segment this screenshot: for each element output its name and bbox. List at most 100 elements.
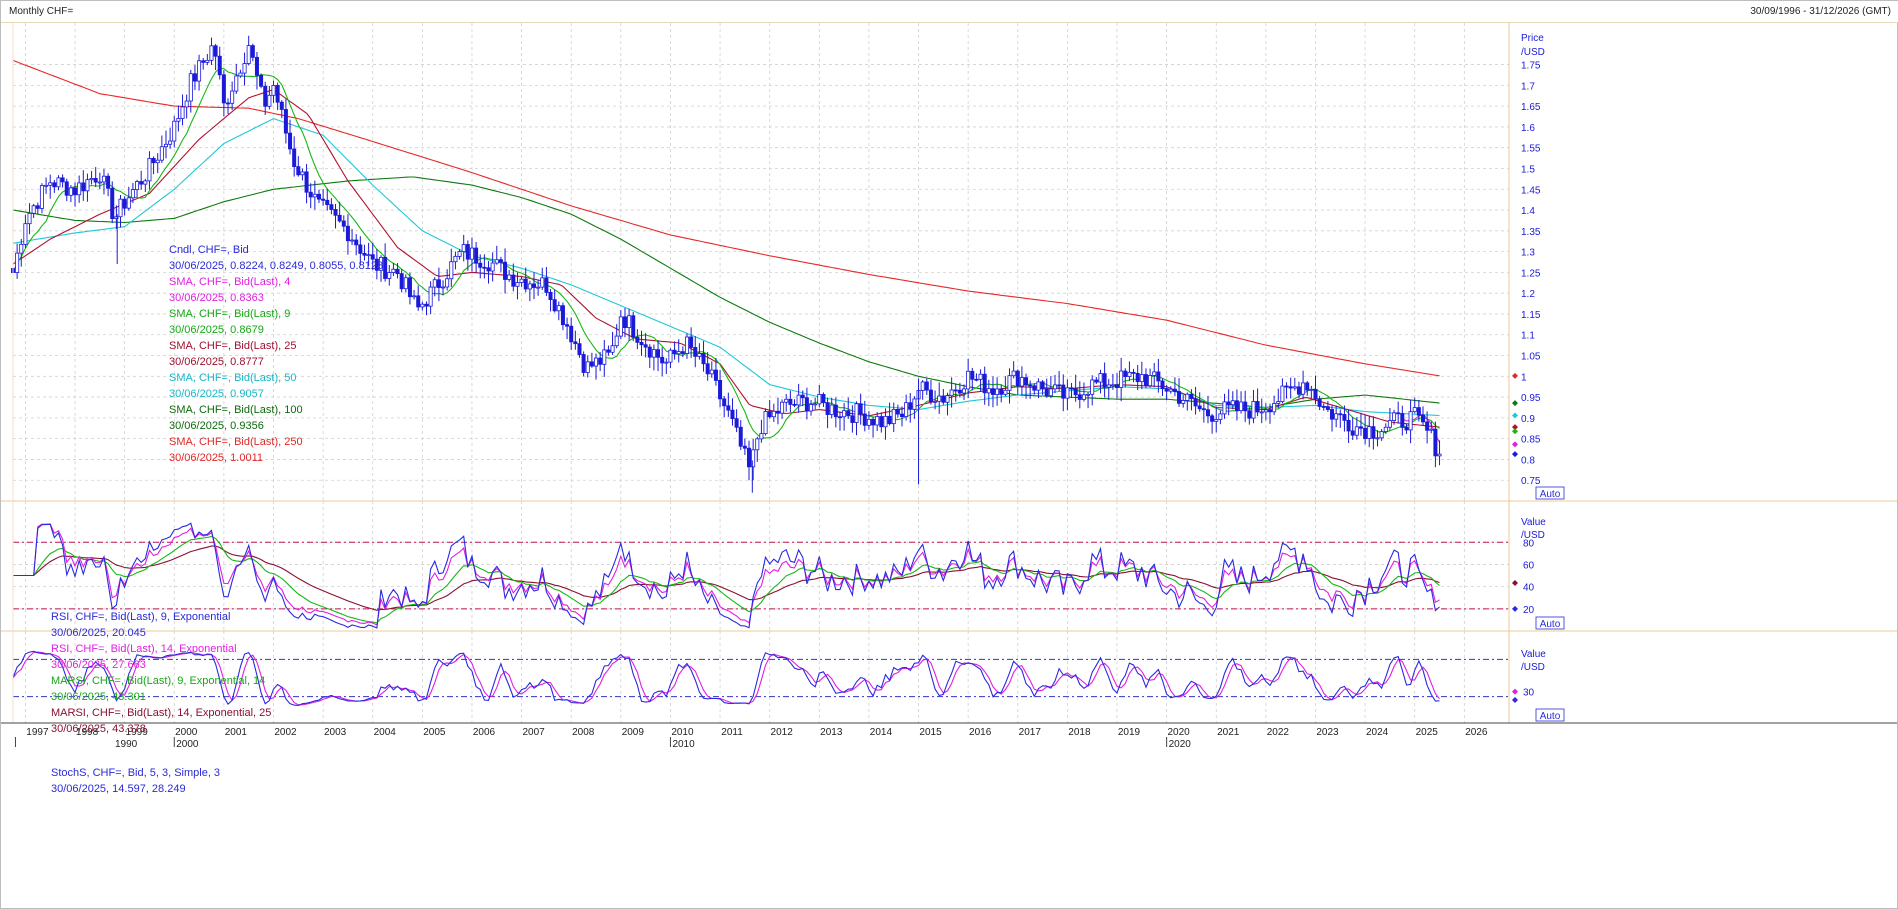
candle-body [1276,401,1281,404]
rsi-grid [13,501,1509,631]
value-marker [1512,441,1518,448]
candle-body [283,109,288,134]
candle-body [31,205,36,214]
candle-body [122,198,127,209]
candle-body [957,389,962,394]
candle-body [246,45,251,64]
legends: Cndl, CHF=, Bid 30/06/2025, 0.8224, 0.824… [51,244,383,795]
candle-body [978,373,983,380]
legend-value: 30/06/2025, 43.378 [51,723,146,735]
sma-9-line [12,67,1440,439]
value-marker [1512,428,1518,435]
auto-scale-button[interactable] [1535,486,1565,500]
legend-name: SMA, CHF=, Bid(Last), 100 [169,404,303,416]
price-tick-label: 1.1 [1521,331,1535,342]
candle-body [329,204,334,210]
candle-body [1214,419,1219,422]
candle-body [1086,393,1091,396]
candle-body [602,349,607,365]
candle-body [693,347,698,357]
year-label: 2006 [473,727,496,738]
chart-title: Monthly CHF= [9,6,74,17]
candle-body [254,56,259,76]
candle-body [350,239,355,242]
rsi-tick-label: 20 [1523,605,1535,616]
candle-body [515,282,520,287]
candle-body [875,416,880,426]
candle-body [379,256,384,271]
candle-body [1127,371,1132,377]
candle-body [1090,379,1095,395]
candle-body [1177,391,1182,404]
candle-body [474,247,479,264]
candle-body [201,60,206,63]
candle-body [701,353,706,365]
rsi-9-line [13,522,1440,629]
candle-body [614,335,619,347]
candle-body [27,212,32,225]
year-label: 1999 [126,727,149,738]
candle-body [288,132,293,150]
candle-body [962,388,967,394]
stoch-grid [13,631,1509,723]
candle-body [445,278,450,288]
candle-body [1052,384,1057,390]
candle-body [726,405,731,411]
auto-scale-button[interactable] [1535,708,1565,722]
candle-body [1358,426,1363,429]
auto-scale-label[interactable]: Auto [1540,619,1561,630]
candle-body [788,398,793,405]
candle-body [93,178,98,183]
legend-value: 30/06/2025, 0.8679 [169,324,264,336]
chart-canvas[interactable]: 0.75 0.8 0.85 0.9 0.95 1 1.05 1.1 1.15 1.2 1.25 1.3… [1,23,1897,909]
candle-body [1416,407,1421,416]
candle-body [238,72,243,77]
candle-body [1028,384,1033,387]
candle-body [742,445,747,449]
candle-body [1205,409,1210,417]
price-tick-label: 1.4 [1521,206,1535,217]
year-label: 2019 [1118,727,1141,738]
panel-borders [1,23,1897,724]
candle-body [490,262,495,272]
candle-body [573,341,578,345]
candle-body [412,295,417,298]
candle-body [511,274,516,287]
candle-body [817,393,822,405]
candle-body [684,336,689,354]
legend-name: MARSI, CHF=, Bid(Last), 14, Exponential,… [51,707,271,719]
auto-buttons[interactable]: Auto Auto Auto [1535,486,1565,722]
candle-body [1032,385,1037,391]
decade-label: 2000 [176,739,199,750]
auto-scale-label[interactable]: Auto [1540,489,1561,500]
candle-body [1305,382,1310,391]
candle-body [1131,371,1136,374]
candle-body [668,349,673,363]
candle-body [829,404,834,415]
legend-name: SMA, CHF=, Bid(Last), 50 [169,372,296,384]
candle-body [722,398,727,407]
candle-body [391,268,396,273]
year-label: 2025 [1416,727,1439,738]
candle-body [304,171,309,193]
candle-body [85,179,90,192]
candle-body [999,388,1004,395]
candle-body [705,363,710,375]
candle-body [358,244,363,254]
auto-scale-button[interactable] [1535,616,1565,630]
candle-body [300,171,305,176]
candle-body [598,357,603,365]
candle-body [23,223,28,245]
candle-body [751,449,756,468]
candle-body [1325,406,1330,410]
candle-body [1247,410,1252,419]
candle-body [1367,426,1372,439]
candle-body [1119,370,1124,388]
candle-body [441,286,446,289]
candle-body [937,395,942,402]
candle-body [341,220,346,227]
candle-body [606,349,611,353]
candle-body [1396,412,1401,415]
auto-scale-label[interactable]: Auto [1540,711,1561,722]
year-label: 2021 [1217,727,1240,738]
